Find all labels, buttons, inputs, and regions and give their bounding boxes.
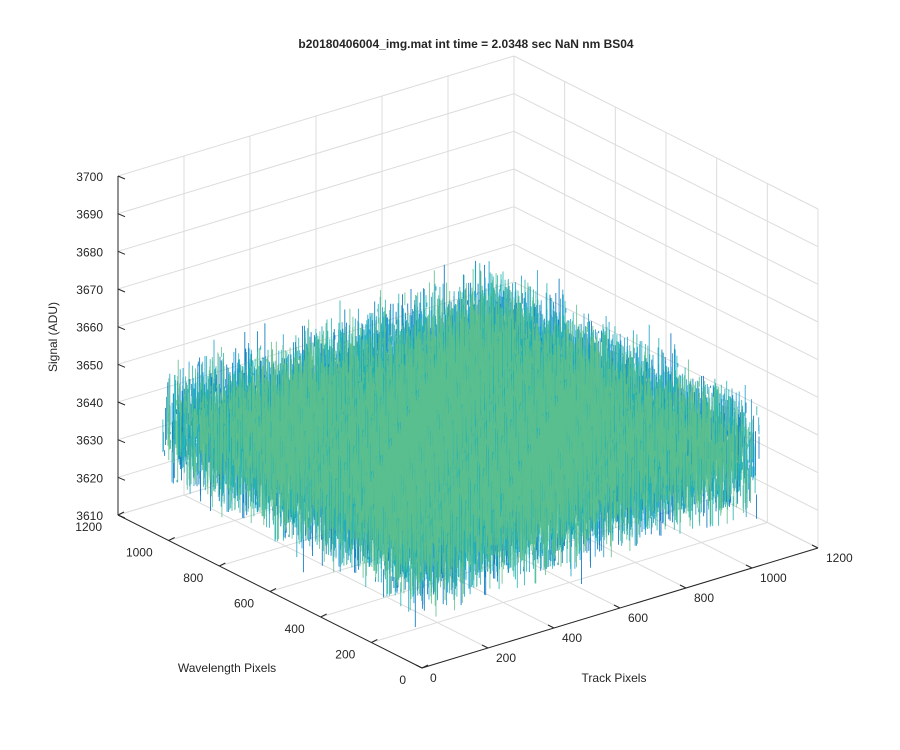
x-tick-mark [547, 624, 555, 629]
y-tick-mark [269, 588, 277, 592]
x-tick-label: 200 [496, 651, 516, 665]
grid-line [117, 243, 515, 365]
x-tick-label: 0 [430, 671, 437, 685]
x-tick-mark [811, 544, 819, 549]
surface-mesh [167, 269, 753, 617]
grid-line [117, 55, 515, 177]
grid-line [117, 168, 515, 290]
z-tick-label: 3670 [76, 283, 103, 297]
grid-line [371, 522, 768, 643]
y-tick-mark [219, 562, 226, 567]
y-tick-label: 200 [335, 648, 355, 662]
y-tick-mark [421, 664, 429, 669]
z-tick-mark [117, 476, 126, 481]
chart-title: b20180406004_img.mat int time = 2.0348 s… [298, 37, 634, 51]
y-tick-mark [117, 511, 125, 516]
grid-line [117, 130, 515, 252]
y-tick-mark [371, 639, 378, 643]
grid-line [513, 55, 819, 210]
x-axis-label: Track Pixels [582, 671, 647, 685]
x-tick-mark [415, 664, 423, 669]
grid-line [513, 130, 819, 285]
y-tick-label: 800 [183, 571, 203, 585]
z-tick-mark [117, 514, 126, 519]
surface-plot [162, 260, 760, 627]
y-tick-mark [320, 613, 327, 618]
tick-labels: 0 200 400 600 800 1000 1200 0 200 400 600 800 1000 12… [75, 170, 853, 687]
y-tick-label: 1000 [126, 546, 153, 560]
y-tick-mark [168, 537, 175, 541]
y-tick-label: 400 [285, 622, 305, 636]
x-tick-label: 1200 [826, 551, 853, 565]
x-tick-label: 1000 [760, 571, 787, 585]
grid-line [513, 243, 819, 398]
x-tick-mark [745, 564, 753, 569]
z-tick-mark [117, 288, 126, 293]
z-tick-label: 3690 [76, 208, 103, 222]
x-tick-label: 800 [694, 591, 714, 605]
y-tick-label: 1200 [75, 520, 102, 534]
x-tick-mark [481, 644, 489, 649]
x-tick-mark [613, 604, 621, 609]
y-axis-label: Wavelength Pixels [178, 661, 276, 675]
z-tick-label: 3650 [76, 358, 103, 372]
x-tick-label: 600 [628, 611, 648, 625]
grid-line [117, 206, 515, 328]
z-tick-label: 3680 [76, 245, 103, 259]
z-tick-mark [117, 175, 126, 180]
axes [117, 175, 819, 669]
grid-line [513, 168, 819, 323]
z-tick-label: 3610 [76, 509, 103, 523]
x-tick-label: 400 [562, 631, 582, 645]
grid-line [117, 93, 515, 215]
z-tick-mark [117, 439, 126, 444]
grid-line [513, 206, 819, 361]
grid-line [513, 93, 819, 248]
z-tick-mark [117, 250, 126, 255]
z-axis-label: Signal (ADU) [46, 302, 60, 372]
y-tick-label: 600 [234, 597, 254, 611]
z-tick-mark [117, 326, 126, 331]
z-tick-label: 3640 [76, 396, 103, 410]
z-tick-label: 3700 [76, 170, 103, 184]
z-tick-mark [117, 401, 126, 406]
x-tick-mark [679, 584, 687, 589]
z-tick-label: 3630 [76, 434, 103, 448]
z-tick-mark [117, 363, 126, 368]
z-tick-mark [117, 213, 126, 218]
z-tick-label: 3660 [76, 321, 103, 335]
z-tick-label: 3620 [76, 471, 103, 485]
y-tick-label: 0 [399, 673, 406, 687]
